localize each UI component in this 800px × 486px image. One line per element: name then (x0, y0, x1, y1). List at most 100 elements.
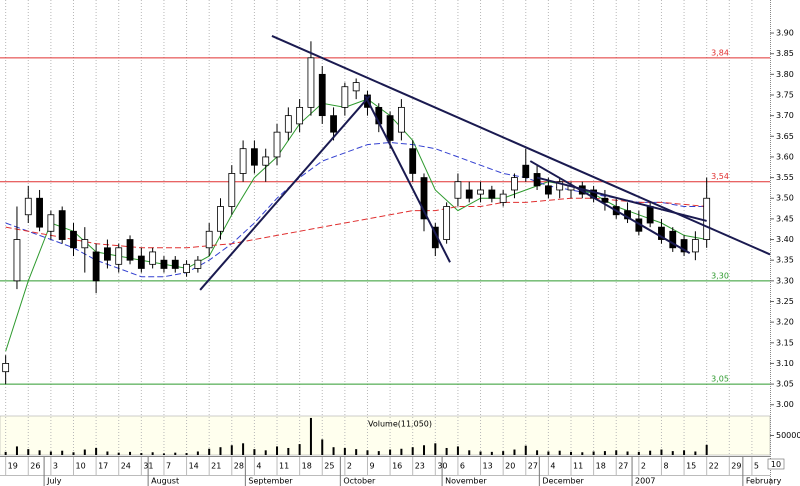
candle-body (454, 181, 462, 199)
level-label: 3,30 (711, 271, 729, 280)
volume-bar (140, 453, 143, 455)
y-tick-label: 3.20 (776, 318, 794, 327)
x-tick-label: 5 (754, 462, 759, 471)
volume-bar (343, 447, 346, 455)
volume-bar (242, 443, 245, 455)
y-tick-label: 3.80 (776, 70, 794, 79)
x-tick-label: 26 (30, 462, 40, 471)
volume-bar (569, 451, 572, 455)
volume-bar (298, 444, 301, 455)
candle-body (47, 214, 55, 232)
candle-body (251, 148, 258, 166)
y-tick-label: 3.45 (776, 214, 794, 223)
y-tick-label: 3.85 (776, 49, 794, 58)
candle-body (318, 73, 326, 117)
volume-bar (49, 451, 52, 455)
volume-bar (524, 445, 527, 455)
trend-line (364, 95, 451, 263)
month-label: December (542, 477, 584, 486)
candle-body (556, 181, 564, 191)
x-tick-label: 24 (121, 462, 131, 471)
candle-body (307, 57, 315, 108)
x-tick-label: 23 (415, 462, 425, 471)
volume-bar (660, 449, 663, 455)
x-tick-label: 11 (573, 462, 583, 471)
volume-bar (502, 451, 505, 455)
x-tick-label: 13 (483, 462, 493, 471)
volume-bar (253, 449, 256, 455)
volume-bar (309, 417, 312, 455)
candle-body (669, 230, 677, 249)
candle-body (36, 197, 43, 228)
month-label: October (343, 477, 376, 486)
x-tick-label: 25 (324, 462, 334, 471)
candle-body (160, 259, 168, 269)
y-tick-label: 3.30 (776, 276, 794, 285)
volume-bar (694, 451, 697, 455)
volume-bar (592, 451, 595, 455)
x-tick-label: 6 (460, 462, 465, 471)
candle-body (81, 239, 89, 249)
trend-line (529, 160, 691, 255)
candle-body (703, 197, 711, 240)
candle-body (488, 189, 496, 199)
volume-bar (637, 451, 640, 455)
candle-body (217, 206, 224, 232)
volume-bar (468, 450, 471, 455)
x-tick-label: 11 (279, 462, 289, 471)
candle-body (680, 239, 688, 253)
volume-bar (174, 452, 177, 455)
volume-bar (400, 448, 403, 455)
moving-average (5, 197, 707, 249)
candle-body (239, 148, 247, 174)
x-tick-label: 15 (686, 462, 696, 471)
candle-body (24, 197, 32, 216)
candle-body (183, 263, 190, 273)
moving-average (5, 98, 707, 352)
volume-bar (27, 449, 30, 455)
volume-bar (377, 451, 380, 455)
candle-body (511, 177, 518, 191)
volume-bar (72, 452, 75, 455)
month-label: February (746, 477, 782, 486)
y-tick-label: 3.50 (776, 194, 794, 203)
candle-body (533, 173, 541, 187)
y-tick-label: 3.00 (776, 400, 794, 409)
x-tick-label: 28 (234, 462, 244, 471)
candle-body (13, 239, 21, 282)
volume-bar (411, 447, 414, 455)
scale-box (767, 458, 785, 470)
volume-bar (332, 447, 335, 455)
month-label: 2007 (635, 477, 655, 486)
volume-scale-label: 10 (771, 460, 781, 469)
x-tick-label: 27 (618, 462, 628, 471)
volume-bar (185, 453, 188, 455)
volume-bar (219, 447, 222, 455)
candle-body (149, 251, 157, 265)
candle-body (443, 206, 451, 240)
volume-bar (196, 451, 199, 455)
x-tick-label: 29 (731, 462, 741, 471)
candle-body (409, 148, 417, 174)
candle-body (658, 226, 665, 240)
volume-tick-label: 50000 (776, 431, 800, 440)
volume-bar (287, 447, 290, 455)
x-tick-label: 18 (596, 462, 606, 471)
month-label: November (445, 477, 487, 486)
candle-body (691, 239, 699, 253)
volume-bar (61, 450, 64, 455)
volume-bar (456, 446, 459, 455)
volume-bar (4, 451, 7, 455)
trend-line (199, 95, 371, 291)
volume-bar (649, 450, 652, 455)
price-panel (0, 0, 770, 414)
volume-bar (276, 446, 279, 455)
candle-body (228, 173, 236, 207)
candle-body (104, 247, 111, 261)
candle-body (296, 106, 304, 125)
x-tick-label: 4 (550, 462, 555, 471)
candle-body (92, 251, 100, 282)
y-tick-label: 3.90 (776, 29, 794, 38)
candle-body (544, 185, 552, 195)
